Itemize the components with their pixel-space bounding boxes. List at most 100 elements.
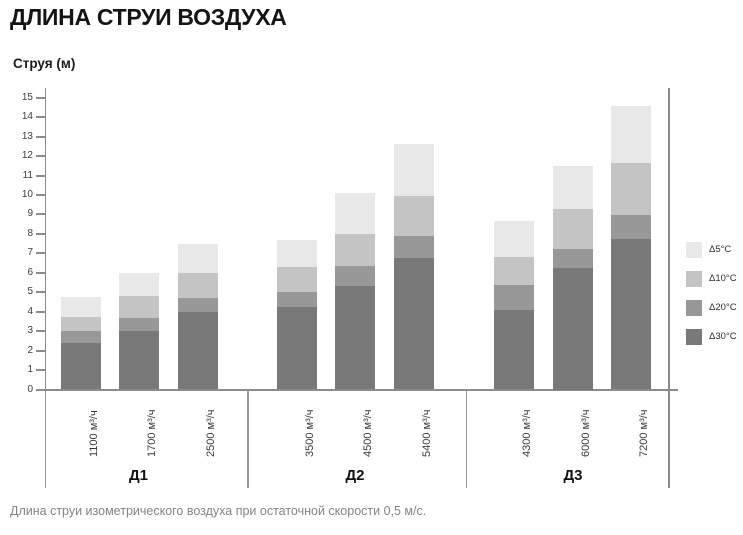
bar-segment <box>335 265 375 287</box>
y-tick <box>36 194 45 196</box>
bar-label: 3500 м³/ч <box>304 409 316 457</box>
bar-segment <box>119 317 159 332</box>
caption: Длина струи изометрического воздуха при … <box>10 504 427 518</box>
legend-item: Δ5°C <box>686 242 743 258</box>
y-axis-label: Струя (м) <box>13 56 76 71</box>
bar-segment <box>553 165 593 209</box>
bar-segment <box>335 233 375 266</box>
legend-item: Δ30°C <box>686 329 743 345</box>
bar-segment <box>277 306 317 390</box>
y-tick-label: 12 <box>21 150 33 162</box>
legend-swatch <box>686 300 702 316</box>
y-tick-label: 11 <box>22 169 33 181</box>
bar-segment <box>61 342 101 390</box>
legend-item: Δ20°C <box>686 300 743 316</box>
y-tick <box>36 135 45 138</box>
y-tick-label: 14 <box>21 111 33 123</box>
bar-segment <box>61 316 101 332</box>
y-tick <box>36 388 45 391</box>
bar-label: 2500 м³/ч <box>205 409 217 457</box>
bar-segment <box>494 285 534 310</box>
y-tick <box>36 271 45 274</box>
bar-segment <box>394 258 434 390</box>
y-tick-label: 2 <box>27 344 33 356</box>
bar-segment <box>553 267 593 390</box>
y-tick-label: 6 <box>27 266 33 278</box>
legend-label: Δ5°C <box>709 244 732 255</box>
bar-segment <box>494 309 534 390</box>
bar-label: 4300 м³/ч <box>521 409 533 457</box>
bar-segment <box>178 243 218 273</box>
bar-segment <box>178 272 218 299</box>
bar-segment <box>277 239 317 267</box>
bar-segment <box>553 208 593 250</box>
y-tick-label: 1 <box>27 364 33 376</box>
y-tick <box>36 291 45 294</box>
group-label: Д1 <box>128 467 149 484</box>
y-tick <box>36 155 45 158</box>
legend-item: Δ10°C <box>686 271 743 287</box>
bar-segment <box>611 162 651 216</box>
y-tick <box>36 174 45 177</box>
bar-segment <box>394 195 434 236</box>
y-tick <box>36 252 45 255</box>
bar-segment <box>494 257 534 286</box>
legend-label: Δ10°C <box>709 273 737 284</box>
y-tick-label: 4 <box>27 305 33 317</box>
y-tick <box>36 310 45 313</box>
bar-segment <box>335 286 375 390</box>
bar-segment <box>394 235 434 259</box>
bar-segment <box>611 215 651 239</box>
y-tick <box>36 349 45 352</box>
y-tick-label: 0 <box>27 383 33 395</box>
y-tick-label: 13 <box>21 130 33 142</box>
bar-segment <box>611 238 651 390</box>
bar-segment <box>335 193 375 234</box>
group-separator <box>44 391 46 488</box>
legend-swatch <box>686 242 702 258</box>
group-label: Д2 <box>345 467 365 484</box>
legend-label: Δ20°C <box>709 302 737 313</box>
bar-label: 1100 м³/ч <box>88 410 100 457</box>
legend-swatch <box>686 329 702 345</box>
y-tick-label: 8 <box>27 227 33 239</box>
bar-label: 5400 м³/ч <box>421 409 433 457</box>
group-separator <box>465 391 467 488</box>
bar-segment <box>553 249 593 268</box>
bar-label: 4500 м³/ч <box>362 409 374 457</box>
y-tick-label: 10 <box>21 189 33 200</box>
bar-segment <box>394 144 434 196</box>
y-tick <box>36 116 45 119</box>
bar-label: 6000 м³/ч <box>580 409 592 457</box>
bar-segment <box>178 298 218 312</box>
bar-segment <box>119 331 159 390</box>
bar-segment <box>494 221 534 258</box>
bar-segment <box>119 272 159 297</box>
bar-segment <box>61 297 101 317</box>
page-title: ДЛИНА СТРУИ ВОЗДУХА <box>10 4 287 30</box>
bar-label: 1700 м³/ч <box>146 409 158 457</box>
y-tick-label: 9 <box>27 208 33 220</box>
bar-segment <box>178 311 218 390</box>
legend: Δ5°C Δ10°C Δ20°C Δ30°C <box>686 242 743 358</box>
legend-label: Δ30°C <box>709 331 737 342</box>
y-tick <box>36 96 45 99</box>
bar-segment <box>277 292 317 307</box>
y-tick <box>36 330 45 333</box>
x-axis <box>36 388 678 391</box>
bar-segment <box>277 266 317 293</box>
y-tick <box>36 232 45 235</box>
legend-swatch <box>686 271 702 287</box>
y-tick-label: 3 <box>27 325 33 337</box>
bar-segment <box>119 296 159 318</box>
bar-segment <box>61 331 101 343</box>
y-tick-label: 15 <box>21 91 33 103</box>
bar-label: 7200 м³/ч <box>638 409 650 457</box>
y-axis <box>44 88 46 393</box>
plot-right-border <box>668 88 670 488</box>
y-tick <box>36 369 45 372</box>
group-label: Д3 <box>563 467 583 484</box>
y-tick-label: 7 <box>27 247 33 259</box>
bar-segment <box>611 105 651 163</box>
